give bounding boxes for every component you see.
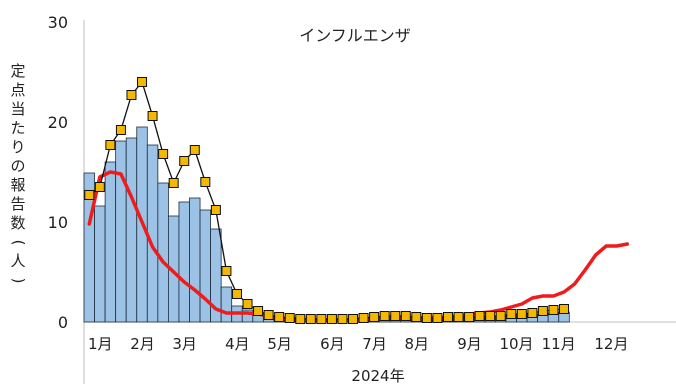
marker-point [390, 311, 401, 321]
marker-point [105, 140, 116, 150]
month-label: 3月 [172, 335, 197, 353]
month-label: 8月 [405, 335, 430, 353]
marker-point [305, 314, 316, 324]
marker-point [274, 312, 285, 322]
marker-point [126, 90, 137, 100]
month-label: 6月 [320, 335, 345, 353]
marker-point [506, 309, 517, 319]
marker-point [358, 313, 369, 323]
month-label: 11月 [542, 335, 576, 353]
marker-point [168, 178, 179, 188]
chart-title: インフルエンザ [299, 26, 411, 45]
bar [210, 228, 222, 323]
month-label: 4月 [225, 335, 250, 353]
marker-point [284, 313, 295, 323]
marker-point [337, 314, 348, 324]
marker-point [295, 314, 306, 324]
y-tick-labels: 0 10 20 30 [48, 13, 68, 332]
red-line [87, 170, 630, 322]
marker-point [453, 312, 464, 322]
marker-point [221, 266, 232, 276]
x-axis-title: 2024年 [351, 367, 404, 385]
marker-point [158, 149, 169, 159]
y-axis-title-char: 報 [10, 176, 26, 194]
marker-point [537, 306, 548, 316]
marker-point [84, 190, 95, 200]
marker-point [442, 312, 453, 322]
y-tick-label: 0 [58, 313, 68, 332]
marker-point [559, 304, 570, 314]
bar [178, 201, 190, 323]
y-tick-label: 10 [48, 213, 68, 232]
marker-point [421, 313, 432, 323]
bar [125, 137, 138, 323]
month-label: 9月 [457, 335, 482, 353]
marker-point [94, 182, 105, 192]
marker-point [231, 289, 242, 299]
marker-point [115, 125, 126, 135]
bar [199, 209, 212, 323]
bar [94, 205, 106, 323]
month-label: 2月 [130, 335, 155, 353]
marker-point [253, 306, 264, 316]
month-label: 5月 [267, 335, 292, 353]
y-axis-title-char: た [10, 119, 26, 137]
marker-line [88, 80, 565, 320]
marker-point [432, 313, 443, 323]
marker-point [516, 309, 527, 319]
y-axis-title-char: 告 [10, 195, 26, 213]
month-label: 7月 [362, 335, 387, 353]
marker-point [326, 314, 337, 324]
axes [83, 20, 676, 384]
marker-point [210, 205, 221, 215]
bar [146, 144, 159, 323]
marker-point [200, 177, 211, 187]
y-axis-title-char: 当 [10, 100, 26, 118]
marker-point [189, 145, 200, 155]
marker-point [316, 314, 327, 324]
marker-point [179, 156, 190, 166]
marker-point [411, 312, 422, 322]
y-axis-title-char: り [10, 138, 26, 156]
y-axis-title-char: ( [9, 239, 28, 246]
y-axis-title: 定点当たりの報告数 ( 人) [8, 62, 28, 290]
month-label: 10月 [499, 335, 533, 353]
marker-point [548, 305, 559, 315]
bar [220, 286, 233, 323]
red-line-series [87, 170, 630, 322]
marker-point [348, 314, 359, 324]
marker-point [379, 311, 390, 321]
y-tick-label: 30 [48, 13, 68, 32]
y-axis-title-char: 点 [10, 81, 26, 99]
marker-point [369, 312, 380, 322]
bar-series [83, 126, 570, 323]
marker-point [474, 311, 485, 321]
marker-point [527, 308, 538, 318]
marker-point [400, 311, 411, 321]
y-axis-title-char: の [10, 157, 26, 175]
y-tick-label: 20 [48, 113, 68, 132]
y-axis-title-char: 定 [10, 62, 26, 80]
month-tick-labels: 1月 2月 3月 4月 5月 6月 7月 8月 9月 10月 11月 12月 [88, 335, 628, 353]
y-axis-title-char: ) [9, 277, 28, 284]
marker-point [464, 312, 475, 322]
bar [115, 140, 127, 323]
marker-line-series [84, 77, 570, 324]
y-axis-title-char: 人 [10, 252, 26, 270]
marker-point [485, 311, 496, 321]
bar [104, 161, 117, 323]
month-label: 1月 [88, 335, 113, 353]
bar [189, 197, 201, 323]
marker-point [242, 299, 253, 309]
marker-point [147, 111, 158, 121]
marker-point [137, 77, 148, 87]
bar [157, 182, 169, 323]
marker-point [495, 311, 506, 321]
month-label: 12月 [594, 335, 628, 353]
marker-point [263, 310, 274, 320]
y-axis-title-char: 数 [10, 214, 26, 232]
